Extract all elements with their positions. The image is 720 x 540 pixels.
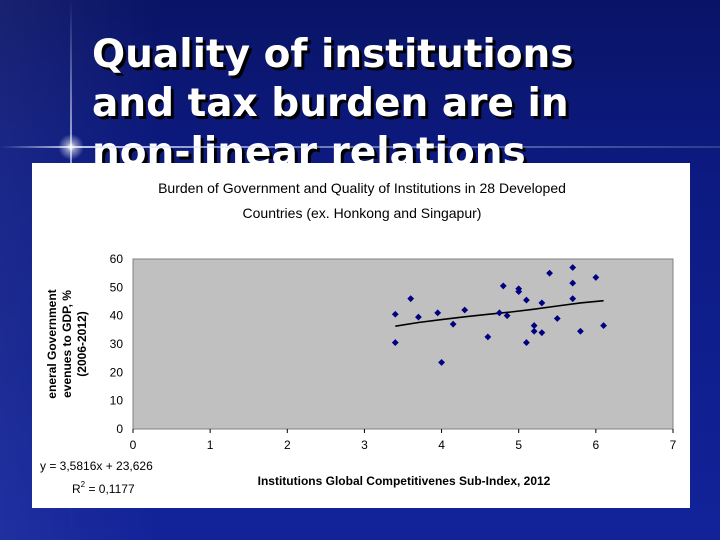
data-point: [569, 279, 577, 287]
y-axis-label-line-2: evenues to GDP, %: [60, 290, 74, 398]
data-point: [530, 327, 538, 335]
data-point: [484, 333, 492, 341]
y-axis-label-line-1: eneral Government: [45, 289, 59, 398]
data-point: [546, 269, 553, 277]
x-tick-label: 4: [438, 438, 445, 452]
y-tick-label: 60: [110, 252, 124, 266]
data-point: [391, 310, 399, 318]
x-axis-ticks: 0 1 2 3 4 5 6 7: [130, 429, 677, 452]
plot-area: [132, 258, 674, 430]
y-tick-label: 40: [110, 309, 124, 323]
y-tick-label: 10: [110, 394, 124, 408]
title-line-1: Quality of institutions: [92, 32, 574, 77]
r-squared-exponent: 2: [81, 480, 86, 489]
data-point: [391, 339, 399, 346]
trendline-equation: y = 3,5816x + 23,626: [40, 459, 153, 473]
decorative-horizontal-line: [0, 146, 720, 148]
x-tick-label: 2: [284, 438, 291, 452]
chart-title-line-1: Burden of Government and Quality of Inst…: [158, 180, 566, 196]
y-tick-label: 20: [110, 365, 124, 379]
x-tick-label: 3: [361, 438, 368, 452]
data-point: [503, 312, 511, 320]
x-tick-label: 5: [515, 438, 522, 452]
x-tick-label: 6: [593, 438, 600, 452]
y-axis-label: eneral Government evenues to GDP, % (200…: [45, 289, 89, 398]
scatter-chart: Burden of Government and Quality of Inst…: [40, 180, 677, 496]
y-tick-label: 0: [116, 422, 123, 436]
data-point: [496, 309, 503, 317]
chart-panel: Burden of Government and Quality of Inst…: [32, 163, 690, 508]
y-tick-label: 30: [110, 337, 124, 351]
data-point: [600, 322, 607, 329]
data-point: [434, 309, 442, 317]
data-point: [569, 295, 577, 303]
data-point: [499, 282, 507, 290]
data-point: [461, 306, 469, 314]
title-line-2: and tax burden are in: [92, 81, 569, 126]
data-point: [530, 322, 538, 329]
sparkle-star-icon: [58, 134, 84, 160]
data-point: [523, 339, 530, 346]
data-point: [407, 295, 415, 303]
data-point: [538, 299, 546, 307]
chart-title-line-2: Countries (ex. Honkong and Singapur): [243, 205, 482, 221]
data-point: [592, 274, 600, 281]
slide-title: Quality of institutions and tax burden a…: [92, 30, 692, 177]
data-point: [415, 313, 422, 321]
x-axis-label: Institutions Global Competitivenes Sub-I…: [258, 474, 551, 488]
x-tick-label: 7: [670, 438, 677, 452]
data-point: [438, 359, 445, 366]
data-point: [449, 320, 457, 328]
data-point: [538, 329, 546, 337]
x-tick-label: 1: [207, 438, 214, 452]
x-tick-label: 0: [130, 438, 137, 452]
trendline-r-squared: R2 = 0,1177: [72, 480, 135, 496]
y-axis-ticks: 0 10 20 30 40 50 60: [110, 252, 124, 436]
data-point: [523, 296, 530, 304]
y-axis-label-line-3: (2006-2012): [75, 311, 89, 376]
y-tick-label: 50: [110, 280, 124, 294]
